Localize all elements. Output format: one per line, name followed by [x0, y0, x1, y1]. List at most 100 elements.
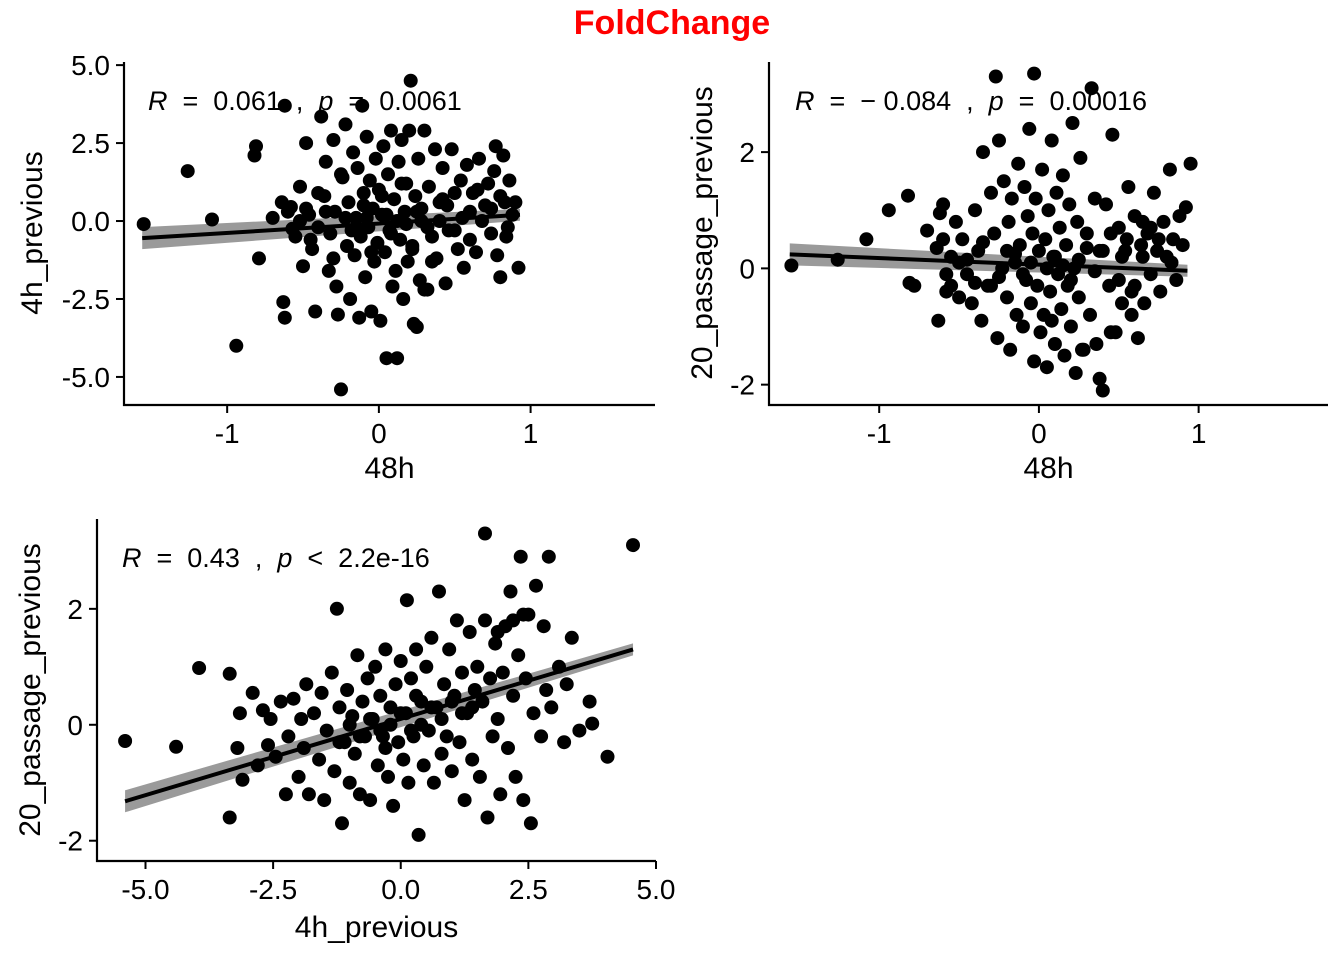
data-point — [368, 151, 383, 166]
data-point — [359, 129, 374, 144]
data-point — [428, 142, 442, 157]
data-point — [480, 810, 495, 825]
data-point — [417, 282, 432, 297]
data-point — [529, 578, 543, 593]
data-point — [447, 186, 462, 200]
data-point — [327, 764, 342, 779]
data-point — [364, 245, 379, 260]
data-point — [312, 752, 327, 767]
data-point — [939, 267, 954, 282]
data-point — [453, 173, 468, 188]
data-point — [901, 188, 915, 203]
data-point — [390, 351, 405, 366]
data-point — [1135, 249, 1150, 264]
regression-line — [142, 212, 521, 241]
data-point — [277, 98, 292, 113]
x-axis-label: 48h — [364, 452, 414, 485]
data-point — [1183, 156, 1198, 171]
data-point — [462, 232, 477, 247]
data-point — [1043, 284, 1058, 299]
data-point — [232, 706, 247, 721]
data-point — [1031, 243, 1046, 258]
data-point — [341, 195, 356, 210]
data-point — [1044, 133, 1059, 148]
data-point — [1011, 156, 1026, 171]
data-point — [1079, 241, 1094, 255]
data-point — [347, 746, 362, 761]
data-point — [1151, 232, 1166, 247]
data-point — [421, 179, 436, 194]
data-point — [278, 787, 293, 802]
data-point — [626, 538, 640, 553]
y-tick-label: -2 — [730, 370, 755, 401]
data-point — [263, 712, 278, 726]
data-point — [317, 189, 332, 204]
data-point — [1130, 331, 1145, 346]
data-point — [340, 239, 354, 253]
y-tick-label: -2 — [58, 826, 83, 857]
data-point — [539, 683, 554, 697]
data-point — [394, 176, 409, 191]
data-point — [368, 659, 383, 674]
data-point — [321, 263, 336, 278]
data-point — [409, 642, 424, 657]
y-tick-label: 2 — [67, 594, 83, 625]
data-point — [442, 642, 457, 657]
data-point — [318, 154, 333, 169]
data-point — [408, 189, 423, 204]
data-point — [1137, 296, 1152, 311]
data-point — [459, 157, 474, 172]
data-point — [288, 229, 303, 244]
data-point — [1175, 238, 1190, 253]
data-point — [334, 167, 348, 182]
data-point — [293, 179, 307, 194]
data-point — [1055, 168, 1070, 183]
y-tick-label: -5.0 — [62, 362, 110, 393]
data-point — [355, 694, 370, 709]
data-point — [457, 793, 472, 808]
data-point — [988, 69, 1003, 84]
scatter-panel-2: -1 0 1 -2 0 2 48h 20_passage_previous R = − 0.08… — [686, 62, 1328, 485]
data-point — [409, 688, 424, 703]
data-point — [1004, 191, 1019, 206]
data-point — [326, 133, 341, 147]
data-point — [1119, 232, 1134, 247]
data-point — [1127, 278, 1142, 293]
data-point — [907, 278, 922, 293]
data-point — [1017, 180, 1032, 194]
data-point — [314, 685, 329, 700]
data-point — [1003, 342, 1018, 357]
data-point — [384, 123, 398, 138]
data-point — [501, 741, 515, 755]
data-point — [1111, 273, 1126, 287]
data-point — [230, 741, 245, 755]
correlation-annotation: R = 0.061 , p = 0.0061 — [148, 86, 462, 116]
data-point — [411, 827, 426, 842]
data-point — [222, 810, 237, 825]
data-point — [1035, 162, 1050, 177]
data-point — [488, 139, 503, 154]
data-point — [508, 195, 523, 210]
data-point — [377, 245, 392, 260]
data-point — [378, 642, 393, 657]
x-tick-label: 0.0 — [381, 874, 420, 905]
regression-line — [789, 252, 1188, 273]
data-point — [425, 254, 439, 269]
data-point — [364, 304, 379, 319]
data-point — [996, 174, 1011, 189]
data-point — [414, 717, 429, 732]
data-point — [469, 245, 483, 260]
x-tick-label: 5.0 — [637, 874, 676, 905]
data-point — [472, 151, 486, 166]
data-point — [1015, 267, 1030, 282]
data-point — [1073, 150, 1088, 165]
data-point — [974, 313, 989, 328]
data-point — [1000, 243, 1014, 258]
data-point — [502, 173, 517, 188]
data-point — [557, 735, 572, 750]
data-point — [1000, 290, 1014, 305]
data-point — [497, 195, 512, 210]
data-point — [450, 242, 465, 257]
data-point — [317, 793, 332, 808]
